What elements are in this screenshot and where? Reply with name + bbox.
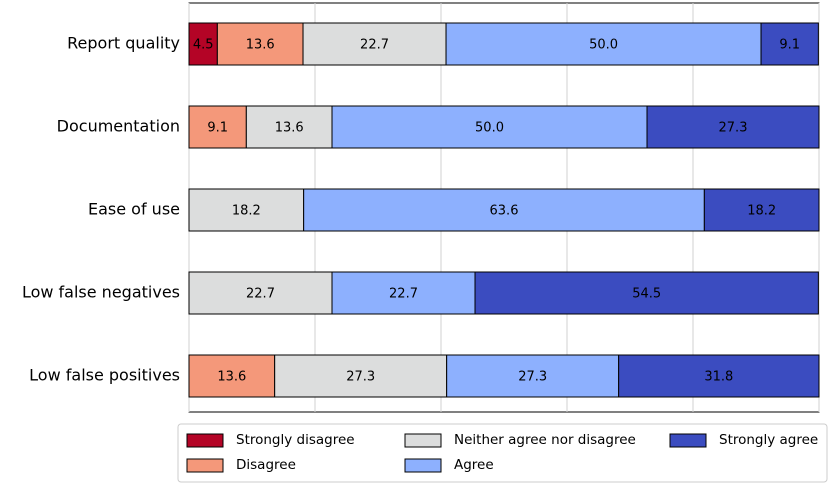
bar-segment bbox=[245, 105, 333, 149]
legend-swatch bbox=[186, 433, 224, 448]
value-label: 50.0 bbox=[475, 121, 504, 136]
y-tick-label: Documentation bbox=[57, 117, 180, 136]
legend-label: Strongly disagree bbox=[236, 432, 355, 448]
bar-segment bbox=[274, 354, 448, 398]
value-label: 63.6 bbox=[490, 204, 519, 219]
y-tick-label: Low false negatives bbox=[22, 283, 180, 302]
bar-segment bbox=[188, 354, 276, 398]
value-label: 54.5 bbox=[632, 287, 661, 302]
bar-segment bbox=[646, 105, 820, 149]
y-tick-label: Low false positives bbox=[29, 366, 180, 385]
legend-box bbox=[177, 423, 828, 483]
value-label: 27.3 bbox=[346, 370, 375, 385]
value-label: 4.5 bbox=[193, 38, 214, 53]
bar-segment bbox=[618, 354, 820, 398]
legend-swatch bbox=[404, 458, 442, 473]
value-label: 27.3 bbox=[518, 370, 547, 385]
bar-segment bbox=[474, 271, 819, 315]
value-label: 18.2 bbox=[232, 204, 261, 219]
bar-segment bbox=[331, 105, 648, 149]
value-label: 13.6 bbox=[275, 121, 304, 136]
bar-segment bbox=[188, 188, 305, 232]
bar-segment bbox=[188, 271, 333, 315]
bar-segment bbox=[760, 22, 819, 66]
value-label: 31.8 bbox=[704, 370, 733, 385]
legend-label: Strongly agree bbox=[719, 432, 818, 448]
value-label: 22.7 bbox=[360, 38, 389, 53]
value-label: 18.2 bbox=[747, 204, 776, 219]
value-label: 13.6 bbox=[217, 370, 246, 385]
value-label: 22.7 bbox=[389, 287, 418, 302]
legend-swatch bbox=[669, 433, 707, 448]
bar-segment bbox=[445, 22, 762, 66]
value-label: 27.3 bbox=[719, 121, 748, 136]
legend-swatch bbox=[404, 433, 442, 448]
bar-segment bbox=[303, 188, 705, 232]
bar-segment bbox=[302, 22, 447, 66]
value-label: 22.7 bbox=[246, 287, 275, 302]
y-tick-label: Ease of use bbox=[88, 200, 180, 219]
value-label: 50.0 bbox=[589, 38, 618, 53]
legend-label: Disagree bbox=[236, 457, 296, 473]
legend-label: Neither agree nor disagree bbox=[454, 432, 636, 448]
bar-segment bbox=[703, 188, 820, 232]
value-label: 9.1 bbox=[207, 121, 228, 136]
y-tick-label: Report quality bbox=[67, 34, 180, 53]
legend-label: Agree bbox=[454, 457, 494, 473]
value-label: 9.1 bbox=[779, 38, 800, 53]
value-label: 13.6 bbox=[246, 38, 275, 53]
legend-swatch bbox=[186, 458, 224, 473]
bar-segment bbox=[188, 105, 247, 149]
